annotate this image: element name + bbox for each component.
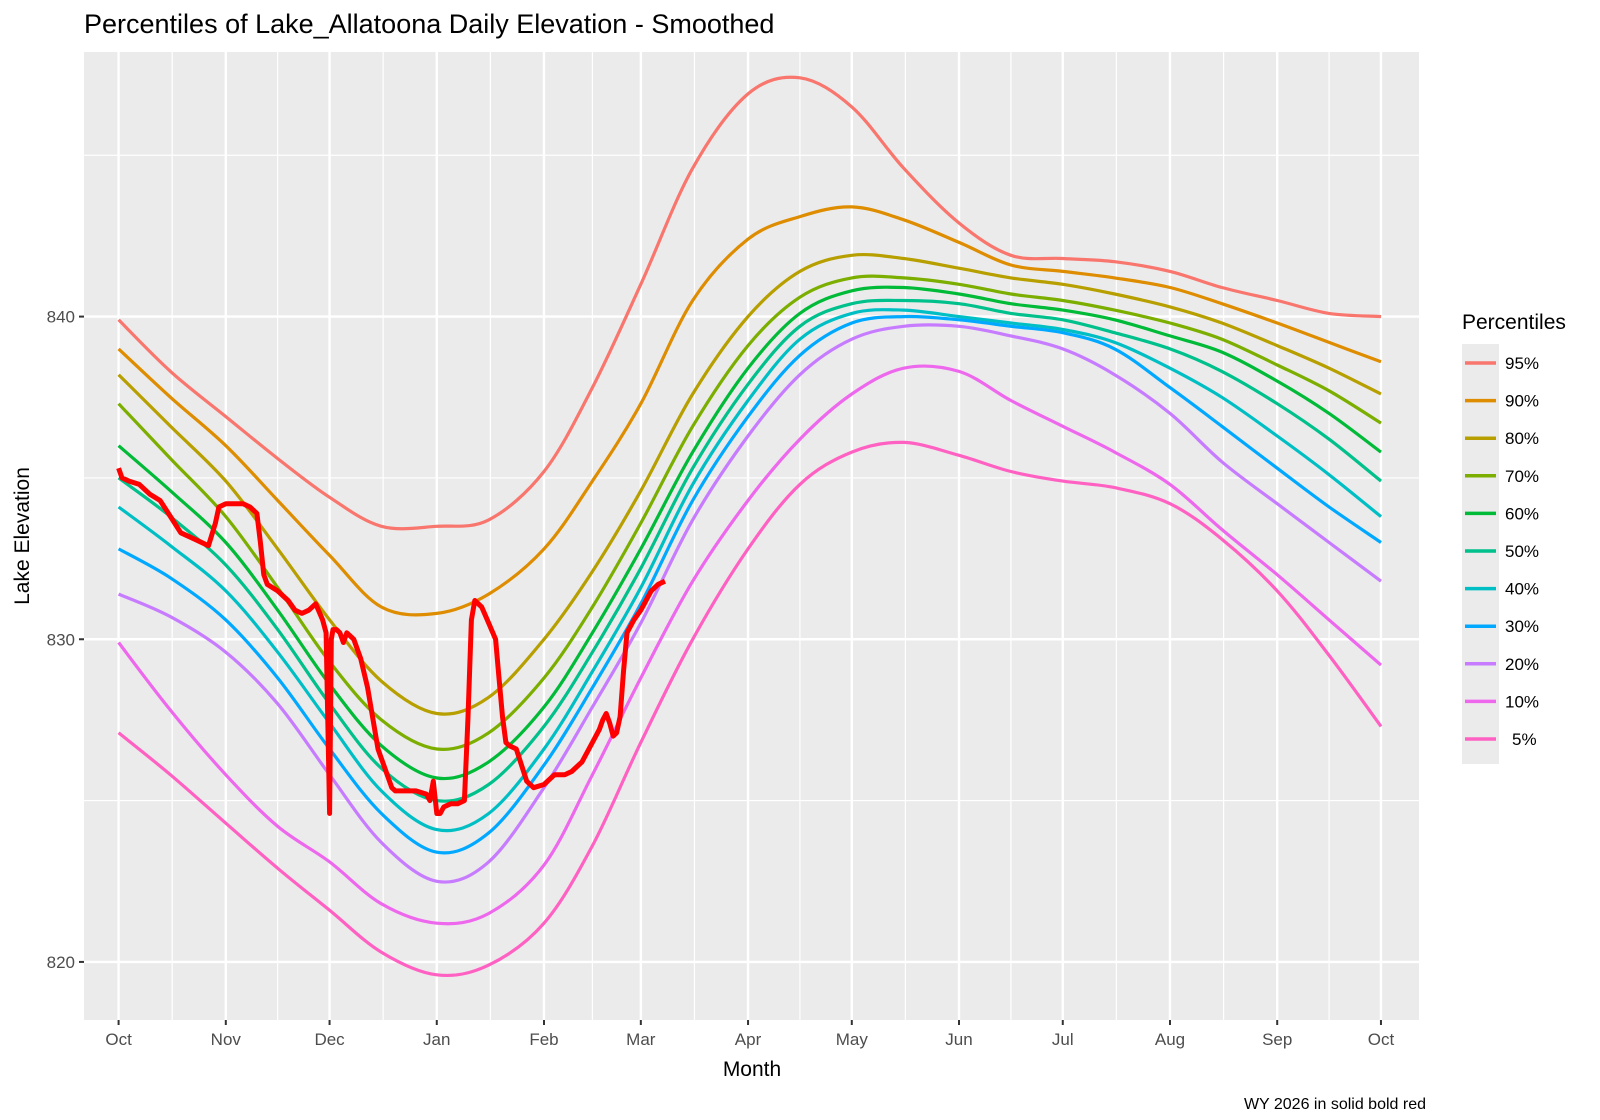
y-axis: 820 830 840 xyxy=(47,308,84,972)
legend-item: 10% xyxy=(1465,692,1539,711)
x-tick-label: Jan xyxy=(423,1030,450,1049)
x-tick-label: Oct xyxy=(105,1030,132,1049)
series-line-5pct xyxy=(117,440,1383,978)
series-line-90pct xyxy=(117,205,1382,617)
legend-label: 60% xyxy=(1505,504,1539,523)
series-line-95pct xyxy=(117,75,1382,531)
legend-item: 80% xyxy=(1465,429,1539,448)
series-line-70pct xyxy=(117,274,1382,751)
legend-label: 5% xyxy=(1512,730,1537,749)
current-year-layer xyxy=(116,467,667,816)
x-tick-label: Jul xyxy=(1052,1030,1074,1049)
plot-panel xyxy=(84,52,1419,1020)
chart-title: Percentiles of Lake_Allatoona Daily Elev… xyxy=(84,9,774,39)
y-axis-title: Lake Elevation xyxy=(11,467,34,605)
x-tick-label: May xyxy=(836,1030,869,1049)
series-line-50pct xyxy=(117,298,1382,803)
legend-title: Percentiles xyxy=(1462,311,1566,334)
current-year-line xyxy=(116,467,667,816)
legend-label: 95% xyxy=(1505,354,1539,373)
y-tick-label: 830 xyxy=(47,630,75,649)
x-tick-label: Sep xyxy=(1262,1030,1292,1049)
legend-label: 20% xyxy=(1505,655,1539,674)
legend-label: 40% xyxy=(1505,580,1539,599)
x-tick-label: Aug xyxy=(1155,1030,1185,1049)
x-tick-label: Oct xyxy=(1368,1030,1395,1049)
grid-minor xyxy=(64,52,1436,1020)
x-tick-label: Jun xyxy=(945,1030,972,1049)
x-axis: Oct Nov Dec Jan Feb Mar Apr May Jun Jul Aug Sep Oct xyxy=(105,1020,1394,1049)
legend-item: 70% xyxy=(1465,467,1539,486)
y-tick-label: 820 xyxy=(47,953,75,972)
legend-key-background xyxy=(1462,344,1499,764)
x-tick-label: Feb xyxy=(529,1030,558,1049)
legend-item: 40% xyxy=(1465,580,1539,599)
legend-item: 20% xyxy=(1465,655,1539,674)
legend-label: 70% xyxy=(1505,467,1539,486)
x-tick-label: Mar xyxy=(626,1030,656,1049)
legend-label: 30% xyxy=(1505,617,1539,636)
grid-major xyxy=(84,52,1419,1020)
x-axis-title: Month xyxy=(723,1058,781,1081)
legend-item: 95% xyxy=(1465,354,1539,373)
x-tick-label: Nov xyxy=(211,1030,242,1049)
legend-item: 30% xyxy=(1465,617,1539,636)
legend-item: 60% xyxy=(1465,504,1539,523)
x-tick-label: Dec xyxy=(314,1030,345,1049)
legend-label: 10% xyxy=(1505,692,1539,711)
x-tick-label: Apr xyxy=(735,1030,762,1049)
series-line-80pct xyxy=(117,252,1382,716)
legend-label: 90% xyxy=(1505,392,1539,411)
legend-label: 80% xyxy=(1505,429,1539,448)
series-line-60pct xyxy=(117,285,1382,781)
legend-item: 90% xyxy=(1465,392,1539,411)
legend-item: 5% xyxy=(1465,730,1537,749)
legend-label: 50% xyxy=(1505,542,1539,561)
series-layer xyxy=(117,75,1383,978)
caption: WY 2026 in solid bold red xyxy=(1244,1096,1426,1113)
legend: Percentiles 95% 90% 80% 70% 60% 50% 40% 30% 20% 1… xyxy=(1462,311,1566,764)
legend-item: 50% xyxy=(1465,542,1539,561)
y-tick-label: 840 xyxy=(47,308,75,327)
series-line-10pct xyxy=(117,364,1383,926)
